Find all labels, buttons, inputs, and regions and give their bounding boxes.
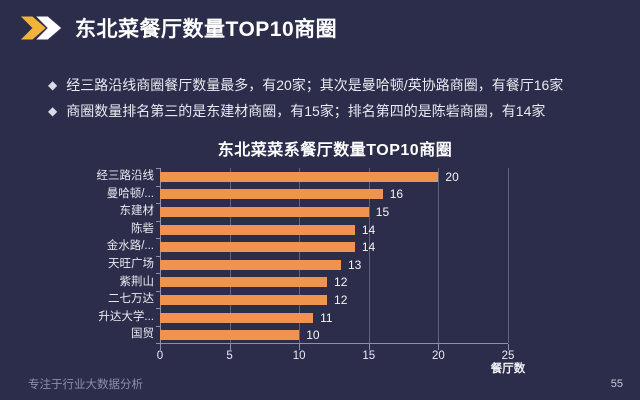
bar-value-label: 13 [347, 257, 362, 272]
bar-value-label: 20 [445, 169, 459, 184]
bar [160, 330, 300, 341]
bullet-item: ◆ 商圈数量排名第三的是东建材商圈，有15家；排名第四的是陈砦商圈，有14家 [48, 98, 608, 124]
x-axis-tick [438, 344, 440, 350]
x-axis-tick [160, 344, 161, 350]
bar [160, 171, 439, 182]
chart-plot: 20 16 15 14 14 13 12 12 11 10 [156, 168, 509, 350]
diamond-bullet-icon: ◆ [48, 78, 58, 92]
y-axis-tick [156, 185, 160, 187]
category-label: 国贸 [131, 328, 154, 341]
bar-value-label: 16 [389, 187, 404, 202]
bar [160, 206, 369, 217]
category-label: 升达大学... [98, 310, 154, 323]
bar [160, 259, 341, 270]
double-chevron-right-icon [20, 16, 62, 40]
bar-row: 20 [160, 168, 508, 186]
bar-value-label: 12 [334, 275, 348, 290]
y-axis-tick [156, 255, 160, 257]
bar [160, 277, 328, 288]
bullet-text: 商圈数量排名第三的是东建材商圈，有15家；排名第四的是陈砦商圈，有14家 [66, 103, 546, 119]
x-axis-title: 餐厅数 [490, 363, 526, 375]
y-axis-tick [156, 343, 160, 344]
category-label: 东建材 [119, 205, 155, 218]
category-label: 曼哈顿/... [106, 187, 154, 200]
y-axis-tick [156, 168, 160, 169]
x-axis-tick-label: 5 [226, 350, 233, 362]
x-axis-tick-label: 10 [292, 350, 306, 362]
bar-row: 12 [160, 291, 508, 309]
bar-row: 16 [160, 186, 508, 204]
bar-value-label: 10 [306, 328, 320, 343]
x-axis-tick-label: 15 [362, 350, 376, 362]
bar-row: 12 [160, 274, 508, 292]
category-label: 金水路/... [106, 240, 154, 253]
bar [160, 224, 355, 235]
bar-value-label: 15 [375, 204, 390, 219]
x-axis-tick-label: 0 [156, 350, 164, 362]
gridline [299, 168, 301, 343]
bar [160, 189, 383, 200]
gridline [438, 168, 440, 343]
y-axis-line [160, 168, 161, 343]
y-axis-tick [156, 325, 160, 327]
bullet-item: ◆ 经三路沿线商圈餐厅数量最多，有20家；其次是曼哈顿/英协路商圈，有餐厅16家 [48, 72, 608, 98]
y-axis-tick [156, 220, 160, 222]
bar-value-label: 12 [334, 292, 348, 307]
gridline [368, 168, 370, 343]
x-axis-tick [508, 344, 509, 350]
page-title: 东北菜餐厅数量TOP10商圈 [75, 18, 338, 41]
summary-bullets: ◆ 经三路沿线商圈餐厅数量最多，有20家；其次是曼哈顿/英协路商圈，有餐厅16家… [48, 72, 608, 124]
bar-value-label: 11 [320, 310, 333, 325]
diamond-bullet-icon: ◆ [48, 104, 58, 118]
bar-row: 14 [160, 238, 508, 256]
category-label: 陈砦 [131, 222, 154, 235]
chart-category-axis: 经三路沿线曼哈顿/... 东建材陈砦金水路/... 天旺广场紫荆山二七万达升达大学.… [40, 168, 155, 344]
x-axis-tick [368, 344, 370, 350]
y-axis-tick [156, 203, 160, 204]
bar [160, 242, 355, 253]
bar [160, 312, 314, 323]
bar-row: 14 [160, 221, 508, 239]
bar-value-label: 14 [361, 240, 376, 255]
y-axis-tick [156, 290, 160, 292]
y-axis-tick [156, 308, 160, 309]
category-label: 经三路沿线 [96, 170, 155, 182]
slide-header: 东北菜餐厅数量TOP10商圈 [20, 13, 337, 43]
bar-row: 10 [160, 326, 508, 344]
footer-tagline: 专注于行业大数据分析 [28, 379, 143, 391]
x-axis-tick-label: 25 [501, 350, 515, 362]
page-number: 55 [610, 378, 623, 390]
bar-value-label: 14 [361, 222, 376, 237]
x-axis-tick [229, 344, 231, 350]
bar-row: 13 [160, 256, 508, 274]
x-axis-tick-label: 20 [431, 350, 445, 362]
y-axis-tick [156, 273, 160, 274]
bar-row: 15 [160, 203, 508, 221]
chart-title: 东北菜菜系餐厅数量TOP10商圈 [217, 142, 453, 159]
gridline [229, 168, 231, 343]
category-label: 紫荆山 [119, 275, 155, 288]
category-label: 二七万达 [108, 293, 154, 306]
bar-row: 11 [160, 309, 508, 327]
chart-xtick-labels: 0 5 10 15 20 25 [156, 350, 515, 364]
bar [160, 294, 328, 305]
y-axis-tick [156, 238, 160, 239]
category-label: 天旺广场 [108, 257, 154, 270]
x-axis-tick [299, 344, 301, 350]
gridline [508, 168, 509, 343]
bullet-text: 经三路沿线商圈餐厅数量最多，有20家；其次是曼哈顿/英协路商圈，有餐厅16家 [66, 77, 564, 93]
